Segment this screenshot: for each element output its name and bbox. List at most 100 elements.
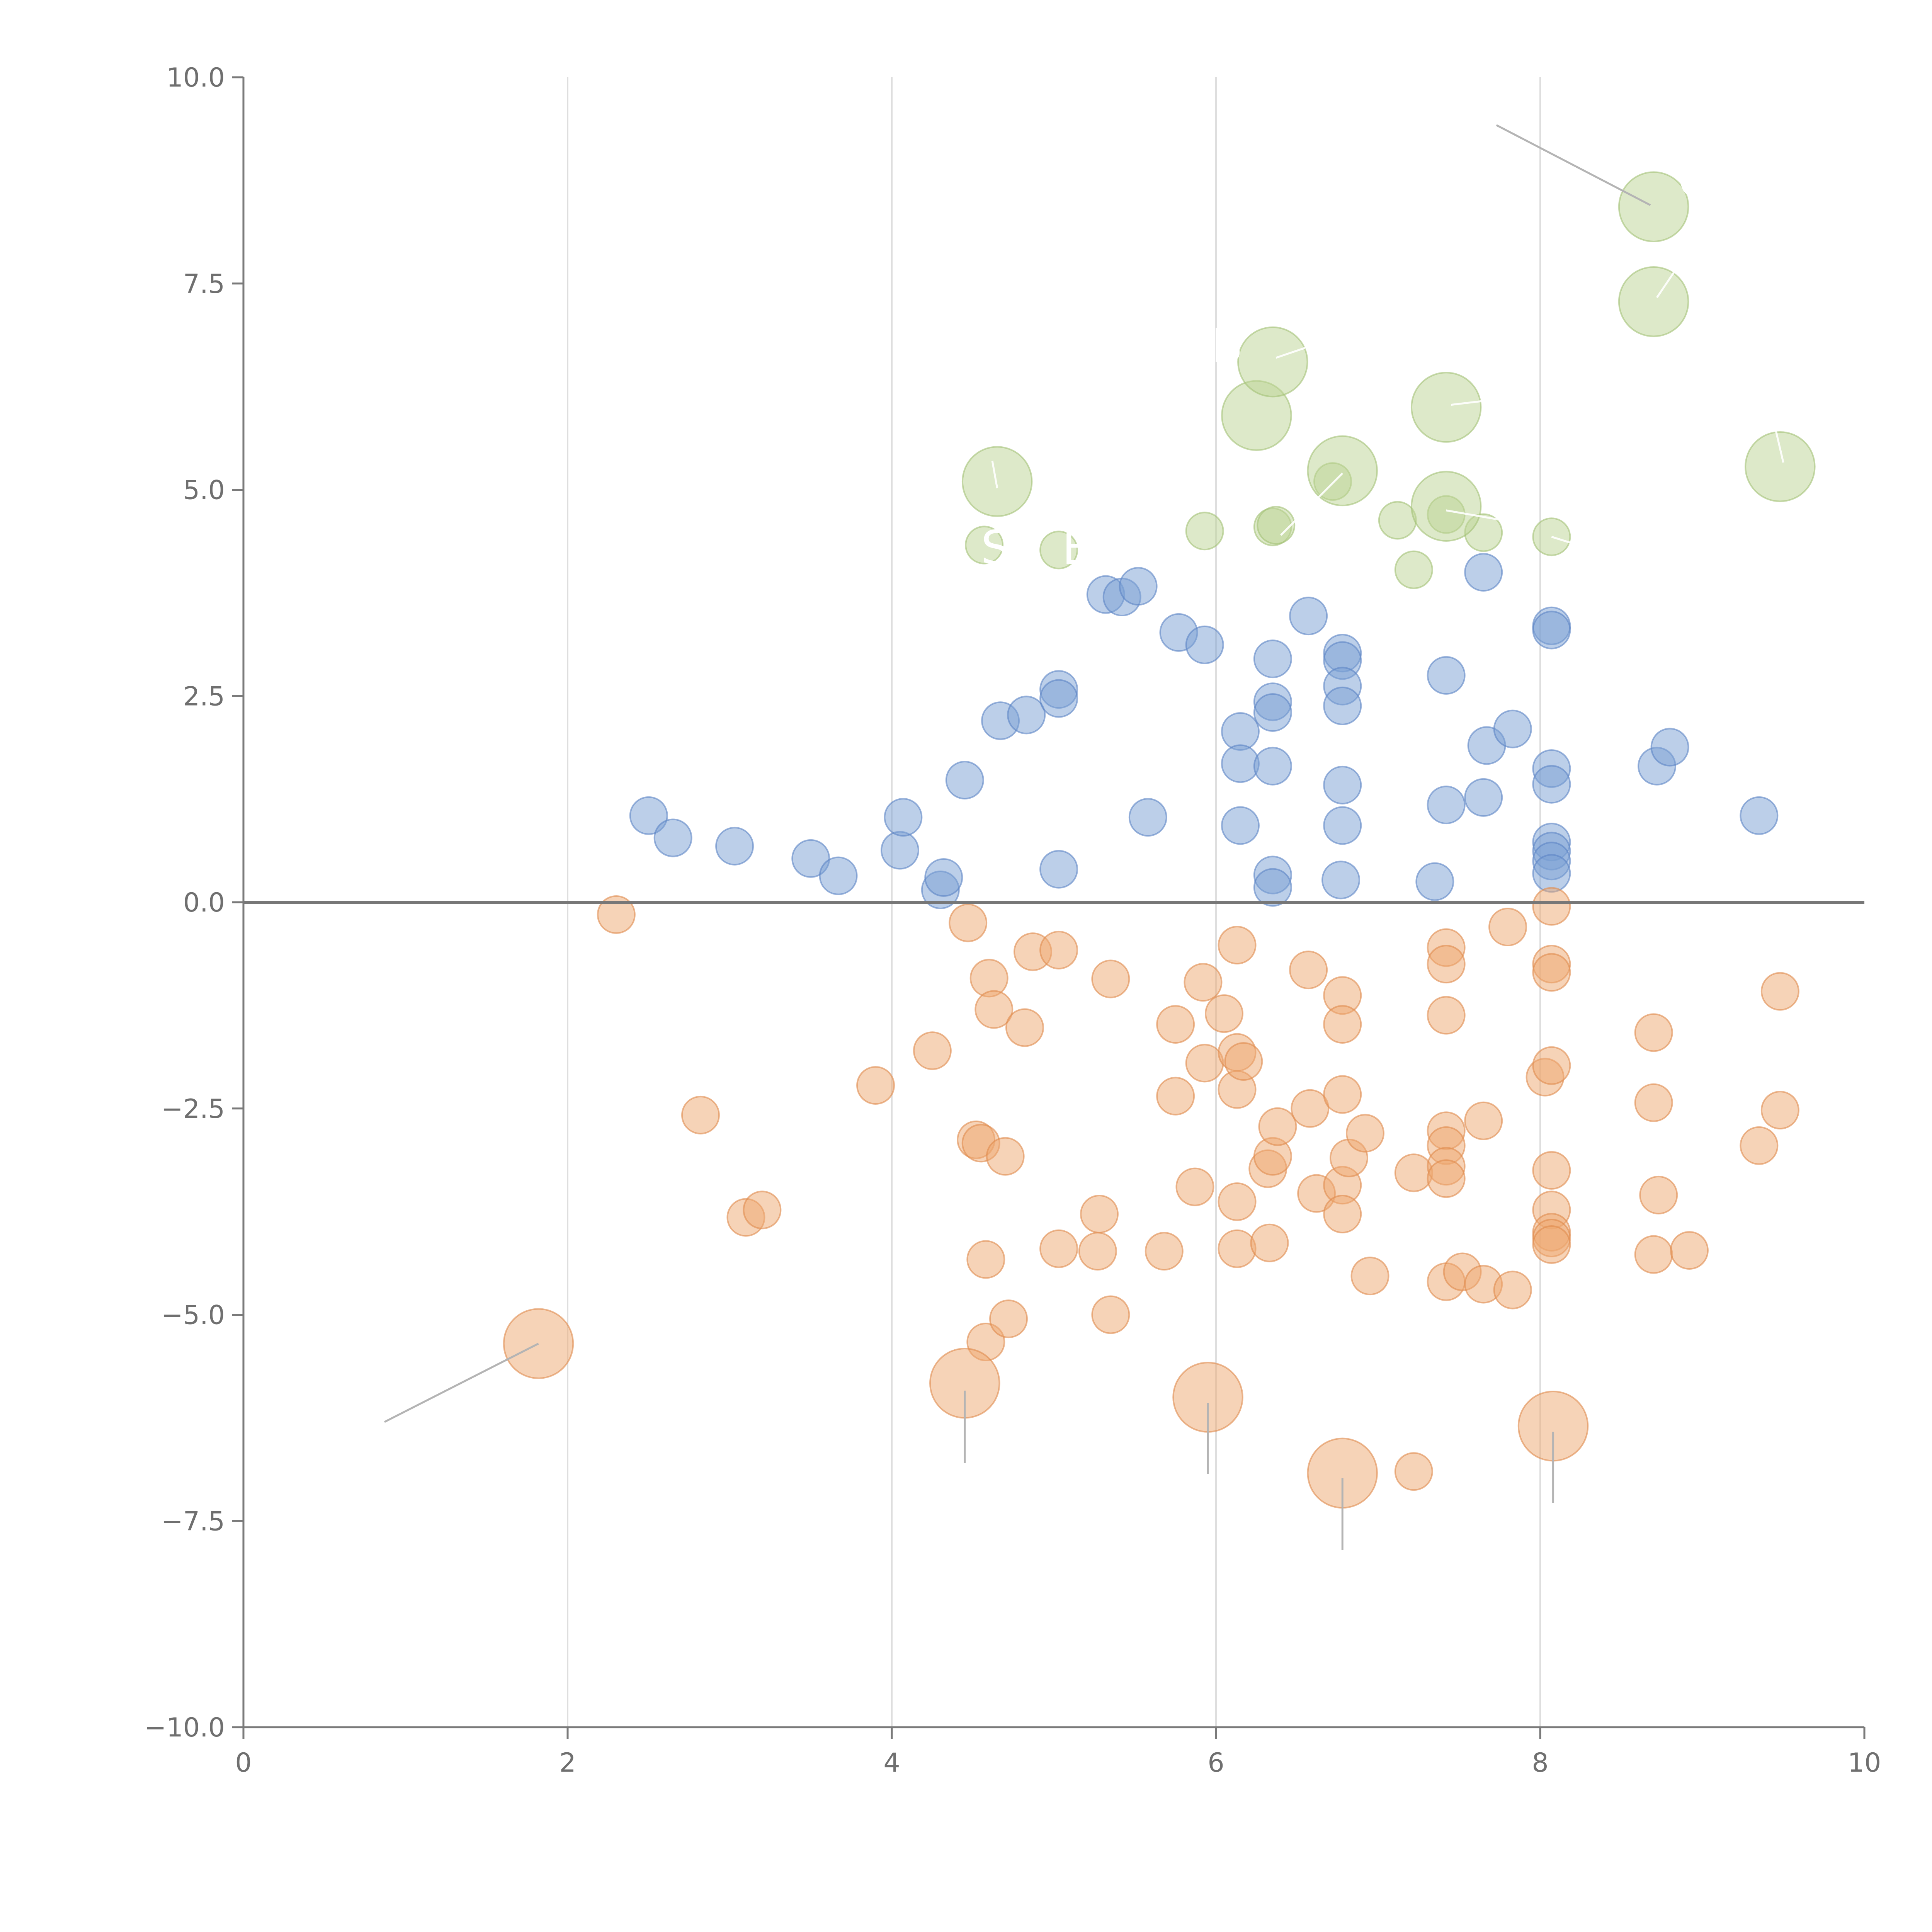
orange-point-14 xyxy=(989,1299,1028,1338)
y-tick-label: −5.0 xyxy=(161,1300,225,1331)
orange-point-82 xyxy=(1760,972,1799,1011)
blue-point-0 xyxy=(629,796,668,835)
green-point-13 xyxy=(1237,326,1308,398)
orange-point-69 xyxy=(1532,953,1571,992)
blue-point-6 xyxy=(884,798,923,837)
callout-line-12 xyxy=(1446,509,1508,522)
green-point-6 xyxy=(1378,501,1417,540)
orange-point-34 xyxy=(1218,1229,1257,1268)
x-tick-label: 6 xyxy=(1208,1748,1224,1778)
orange-point-44 xyxy=(1323,1005,1362,1044)
annotation-text: B xyxy=(1062,522,1094,575)
annotation-text: al xyxy=(1232,1429,1274,1483)
y-tick-label: −7.5 xyxy=(161,1506,225,1537)
annotation-text: B xyxy=(1211,320,1243,373)
orange-point-17 xyxy=(1039,930,1078,969)
orange-point-4 xyxy=(856,1066,895,1105)
blue-point-38 xyxy=(1415,862,1454,901)
y-tick-label: 0.0 xyxy=(183,888,225,918)
blue-point-35 xyxy=(1323,686,1362,725)
blue-point-44 xyxy=(1493,709,1532,748)
blue-point-30 xyxy=(1289,597,1328,636)
annotation-text: S xyxy=(981,522,1010,575)
green-point-1 xyxy=(1039,531,1078,570)
x-tick-label: 4 xyxy=(883,1748,900,1778)
blue-point-4 xyxy=(819,856,858,895)
orange-point-81 xyxy=(1740,1126,1779,1165)
blue-point-20 xyxy=(1185,625,1224,664)
blue-point-41 xyxy=(1464,553,1503,592)
callout-line-10 xyxy=(991,461,998,488)
orange-point-54 xyxy=(1427,945,1466,984)
orange-point-50 xyxy=(1350,1257,1389,1296)
orange-point-5 xyxy=(913,1031,952,1070)
blue-point-9 xyxy=(945,761,984,800)
orange-point-9 xyxy=(966,1240,1005,1279)
orange-point-33 xyxy=(1218,1182,1257,1221)
y-tick-label: 2.5 xyxy=(183,681,225,712)
green-point-17 xyxy=(1618,171,1689,242)
green-point-11 xyxy=(961,446,1033,517)
axes: 10.0 7.5 5.0 2.5 0.0 −2.5 −5.0 −7.5 −10.0 0 2 4 6 8 10 xyxy=(145,63,1881,1778)
orange-point-55 xyxy=(1427,996,1466,1035)
orange-point-37 xyxy=(1250,1223,1289,1262)
green-point-4 xyxy=(1257,506,1296,545)
orange-point-80 xyxy=(1670,1231,1709,1270)
green-point-18 xyxy=(1618,266,1689,337)
blue-point-13 xyxy=(1039,679,1078,718)
orange-point-75 xyxy=(1532,1225,1571,1264)
orange-point-47 xyxy=(1323,1195,1362,1234)
blue-point-3 xyxy=(791,839,830,878)
data-points xyxy=(503,171,1816,1509)
callout-line-6 xyxy=(1656,270,1676,298)
blue-point-40 xyxy=(1427,786,1466,825)
orange-point-13 xyxy=(986,1137,1025,1176)
orange-point-79 xyxy=(1639,1175,1678,1214)
x-tick-label: 10 xyxy=(1848,1748,1881,1778)
green-point-14 xyxy=(1307,435,1378,507)
orange-point-39 xyxy=(1258,1107,1297,1146)
callout-line-7 xyxy=(1774,427,1784,463)
annotation-text: C xyxy=(1678,155,1711,208)
blue-point-23 xyxy=(1221,806,1260,845)
orange-point-30 xyxy=(1218,926,1257,965)
blue-point-31 xyxy=(1321,861,1361,900)
orange-point-15 xyxy=(1005,1008,1044,1047)
blue-point-26 xyxy=(1253,693,1292,732)
blue-point-52 xyxy=(1532,854,1571,893)
x-tick-label: 8 xyxy=(1532,1748,1548,1778)
orange-point-22 xyxy=(1091,1295,1130,1334)
callout-line-5 xyxy=(1496,124,1651,206)
orange-point-59 xyxy=(1427,1159,1466,1198)
orange-point-20 xyxy=(1080,1195,1119,1234)
orange-point-25 xyxy=(1156,1077,1195,1116)
blue-point-22 xyxy=(1221,744,1260,783)
green-point-16 xyxy=(1410,471,1482,542)
orange-point-71 xyxy=(1532,1151,1571,1190)
orange-point-65 xyxy=(1493,1270,1532,1310)
callout-line-11 xyxy=(1280,473,1343,536)
orange-point-77 xyxy=(1634,1083,1673,1122)
orange-point-83 xyxy=(1760,1091,1799,1130)
green-point-2 xyxy=(1185,512,1224,551)
orange-point-78 xyxy=(1634,1235,1673,1274)
blue-point-39 xyxy=(1427,656,1466,695)
orange-point-41 xyxy=(1291,1089,1330,1128)
blue-point-27 xyxy=(1253,747,1292,786)
blue-point-14 xyxy=(1039,850,1078,889)
y-tick-label: 5.0 xyxy=(183,475,225,506)
orange-point-45 xyxy=(1323,1075,1362,1114)
orange-point-51 xyxy=(1394,1153,1433,1192)
green-point-7 xyxy=(1394,550,1433,589)
orange-point-27 xyxy=(1184,963,1223,1002)
blue-point-24 xyxy=(1253,639,1292,679)
blue-point-46 xyxy=(1532,611,1571,650)
orange-point-52 xyxy=(1394,1452,1433,1491)
orange-point-40 xyxy=(1289,951,1328,990)
orange-point-28 xyxy=(1185,1044,1224,1083)
blue-point-8 xyxy=(924,858,963,897)
blue-point-37 xyxy=(1323,806,1362,845)
blue-point-11 xyxy=(1007,696,1046,735)
y-tick-label: −2.5 xyxy=(161,1094,225,1124)
